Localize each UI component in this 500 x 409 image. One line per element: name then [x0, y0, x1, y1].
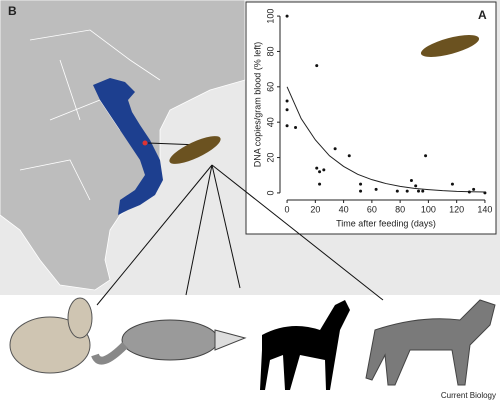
site-marker: [142, 140, 148, 146]
y-tick-label: 100: [265, 9, 275, 24]
x-tick-label: 60: [367, 204, 377, 214]
civet-head: [214, 329, 247, 351]
point: [467, 190, 471, 194]
point: [395, 189, 399, 193]
point: [359, 182, 363, 186]
point: [414, 184, 418, 188]
arrows: [96, 164, 384, 306]
y-tick-label: 20: [265, 153, 275, 163]
civet-tail: [91, 342, 128, 365]
vietnam: [93, 78, 163, 215]
civet: [121, 319, 219, 361]
point: [483, 191, 487, 195]
x-tick-label: 80: [395, 204, 405, 214]
point: [417, 189, 421, 193]
x-tick-label: 20: [310, 204, 320, 214]
point: [450, 182, 454, 186]
point: [405, 189, 409, 193]
panel-label: B: [8, 4, 17, 18]
rabbit: [9, 316, 91, 374]
rabbit-head: [67, 297, 93, 339]
point: [285, 124, 289, 128]
y-tick-label: 80: [265, 46, 275, 56]
y-tick-label: 40: [265, 117, 275, 127]
muntjac: [260, 300, 350, 390]
point: [409, 179, 413, 183]
point: [374, 187, 378, 191]
y-tick-label: 0: [265, 190, 275, 195]
panel-label: A: [478, 8, 487, 22]
point: [315, 64, 319, 68]
leech-inset: [420, 35, 480, 57]
point: [472, 187, 476, 191]
point: [333, 147, 337, 151]
serow: [365, 299, 496, 386]
x-tick-label: 120: [449, 204, 464, 214]
leech: [169, 136, 221, 164]
point: [285, 108, 289, 112]
x-tick-label: 100: [421, 204, 436, 214]
point: [285, 14, 289, 18]
point: [294, 125, 298, 129]
point: [359, 189, 363, 193]
fit-curve: [286, 86, 485, 193]
point: [318, 182, 322, 186]
y-axis-label: DNA copies/gram blood (% left): [252, 42, 262, 168]
point: [322, 168, 326, 172]
point: [315, 166, 319, 170]
x-tick-label: 40: [339, 204, 349, 214]
x-tick-label: 0: [285, 204, 290, 214]
y-tick-label: 60: [265, 82, 275, 92]
point: [347, 154, 351, 158]
x-tick-label: 140: [477, 204, 492, 214]
point: [318, 170, 322, 174]
credit: Current Biology: [441, 391, 496, 400]
point: [424, 154, 428, 158]
point: [285, 99, 289, 103]
point: [421, 189, 425, 193]
x-axis-label: Time after feeding (days): [336, 218, 436, 228]
